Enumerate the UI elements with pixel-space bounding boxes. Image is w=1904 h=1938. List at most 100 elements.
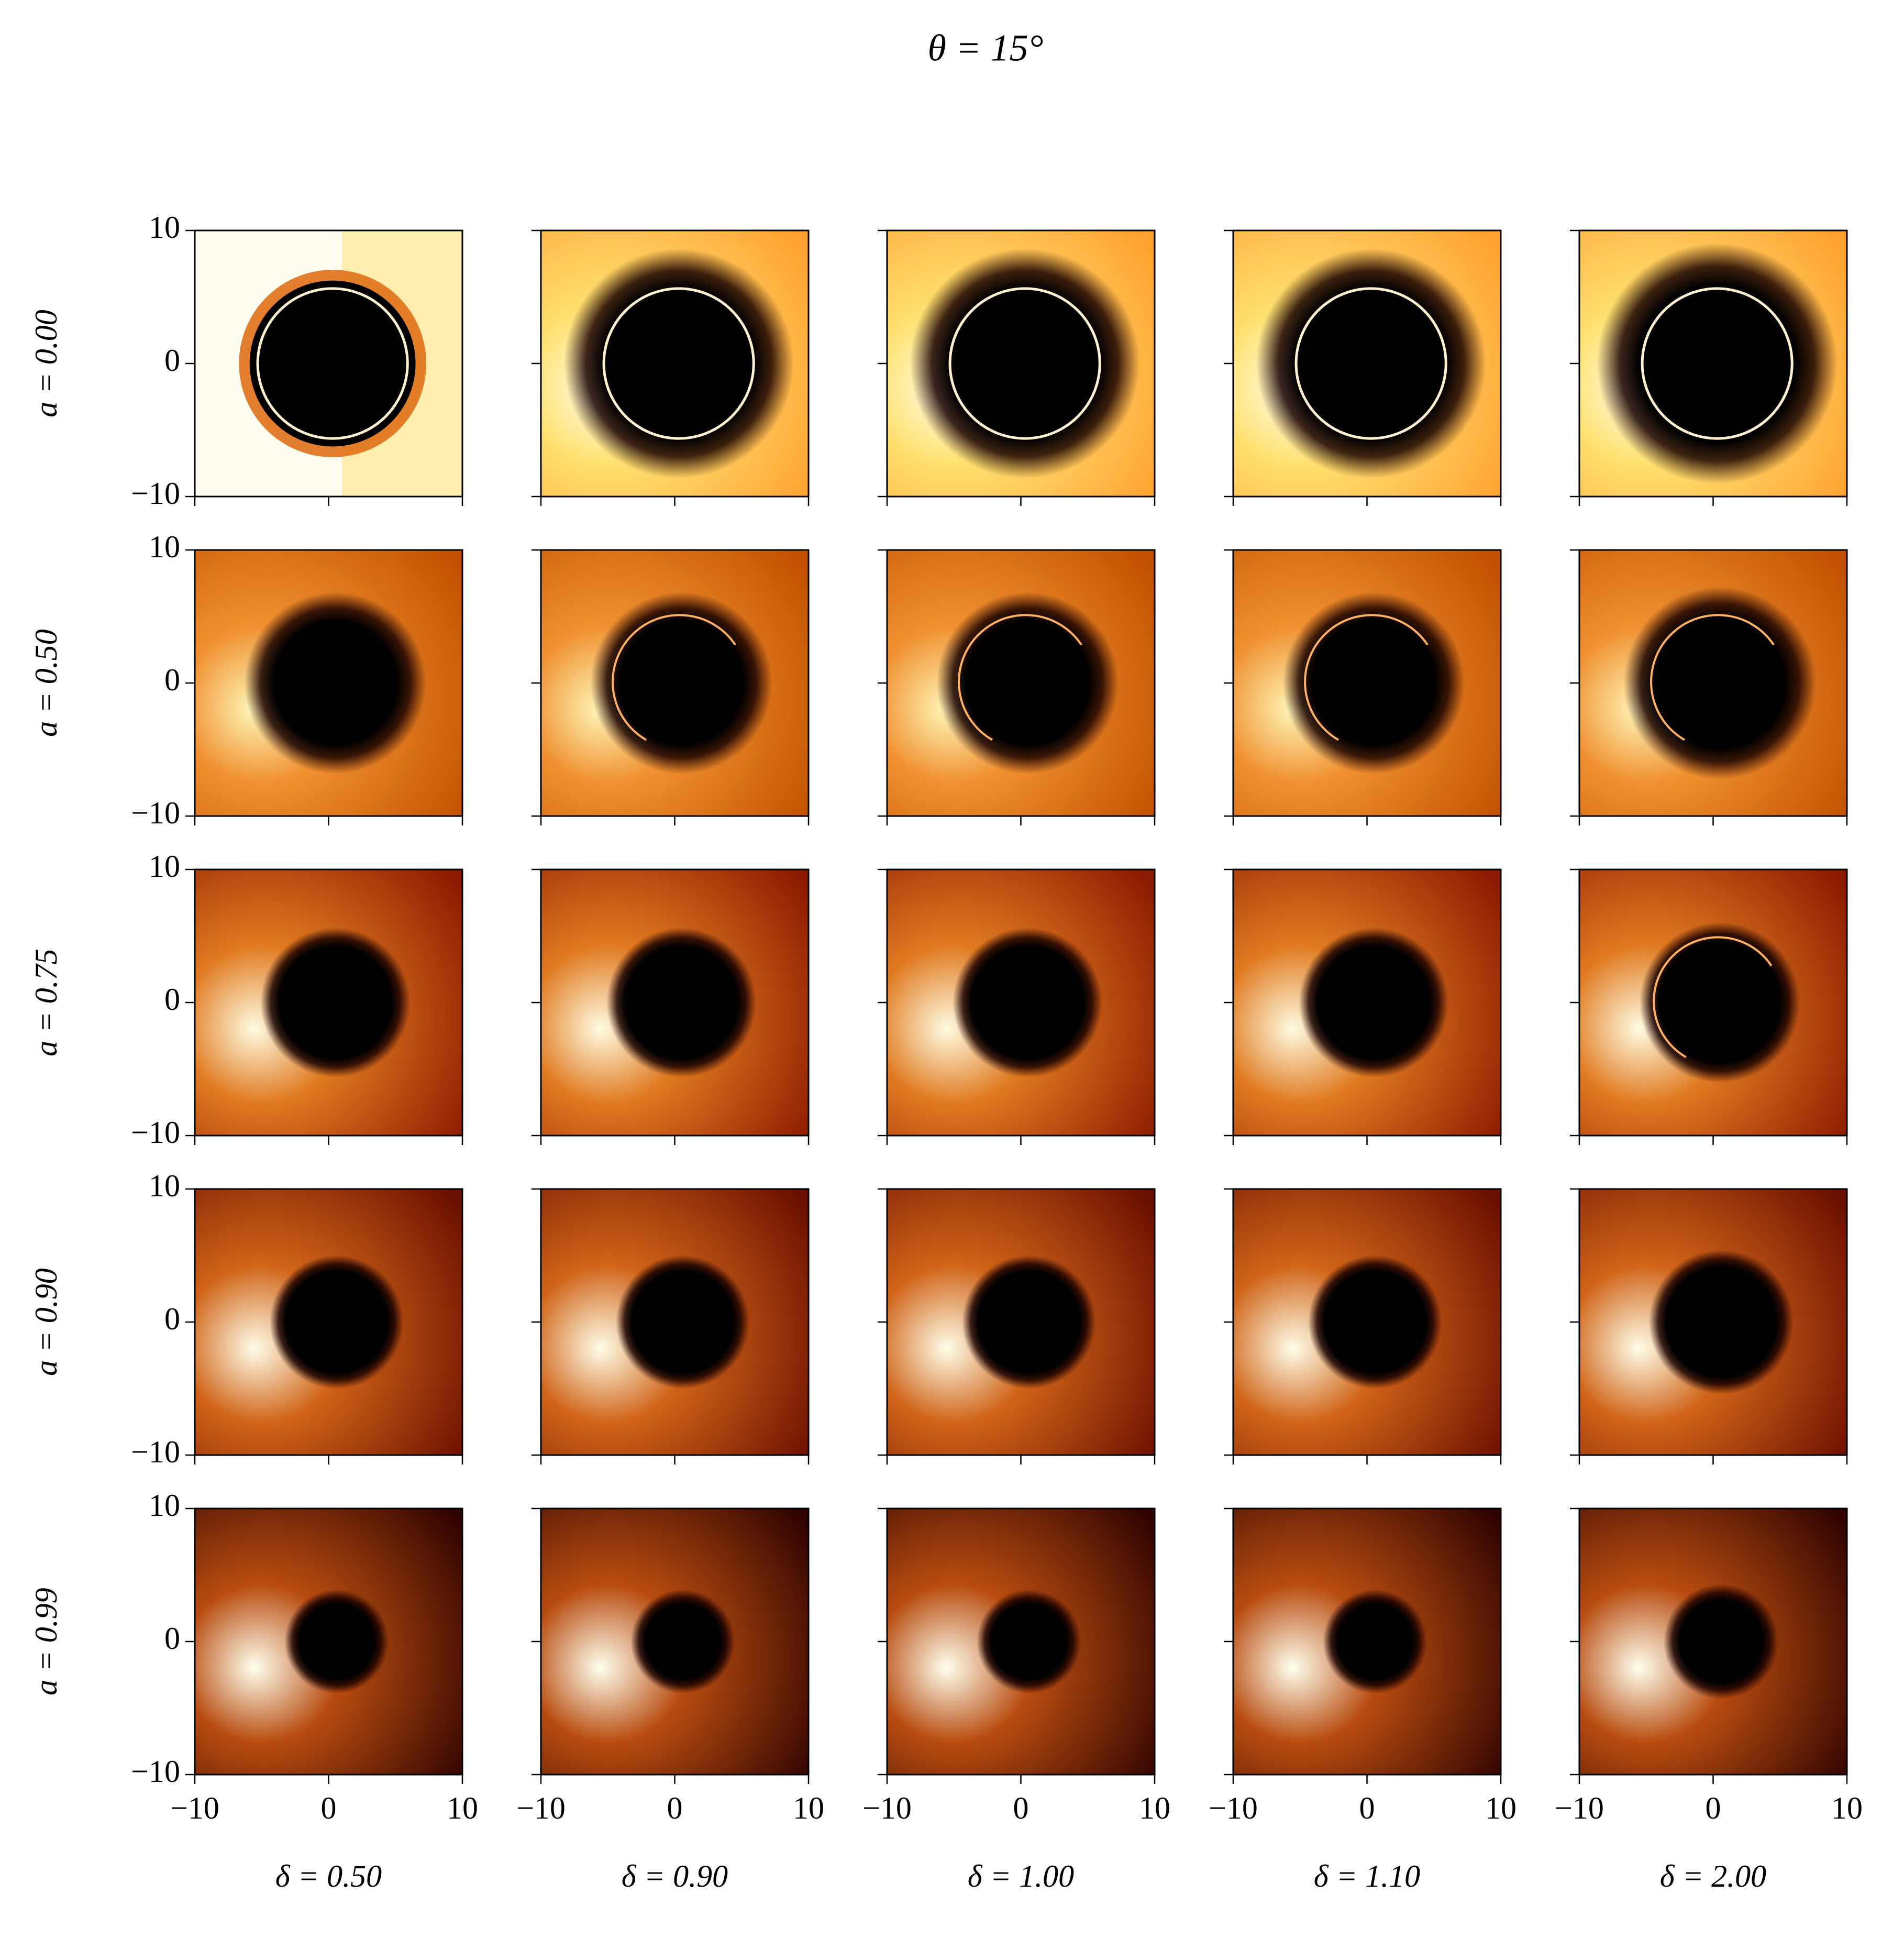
x-tick-label: −10 [1209,1791,1258,1825]
panel [887,869,1155,1136]
shadow [630,1589,735,1694]
figure-title: θ = 15° [928,27,1044,69]
panel [1579,869,1847,1136]
panel [1579,1508,1847,1775]
panel [1579,230,1847,497]
y-tick-label: −10 [131,1754,180,1789]
photon-ring [602,287,755,440]
photon-ring [1650,614,1786,750]
x-tick-label: −10 [862,1791,912,1825]
shadow [953,927,1103,1078]
column-label: δ = 1.10 [1314,1859,1420,1893]
y-tick-label: 0 [164,343,180,378]
panel [195,1508,462,1775]
column-label: δ = 0.50 [275,1859,382,1893]
shadow [284,1589,389,1694]
y-tick-label: 10 [149,210,180,245]
row-label: a = 0.90 [29,1268,63,1376]
photon-ring [612,614,748,750]
x-tick-label: 0 [1013,1791,1029,1825]
y-tick-label: 0 [164,1302,180,1336]
shadow [590,592,773,774]
photon-ring [1294,287,1447,440]
shadow [270,1255,404,1389]
column-label: δ = 0.90 [622,1859,728,1893]
panel [541,869,809,1136]
x-tick-label: 0 [1706,1791,1721,1825]
x-tick-label: −10 [1555,1791,1604,1825]
shadow [936,592,1119,774]
y-tick-label: −10 [131,476,180,511]
column-label: δ = 1.00 [968,1859,1074,1893]
x-tick-label: 10 [793,1791,824,1825]
shadow [616,1255,750,1389]
panel [1233,869,1501,1136]
shadow [1648,1250,1794,1394]
y-tick-label: −10 [131,1115,180,1150]
x-tick-label: 10 [1485,1791,1516,1825]
x-tick-label: 10 [1139,1791,1170,1825]
shadow [1299,927,1449,1078]
shadow [1308,1255,1442,1389]
shadow [1256,248,1486,479]
shadow [1282,592,1465,774]
photon-ring [1304,614,1440,750]
shadow [962,1255,1096,1389]
row-label: a = 0.50 [29,629,63,737]
shadow [260,927,411,1078]
y-tick-label: 10 [149,849,180,884]
panel [541,230,809,497]
panel [887,230,1155,497]
y-tick-label: −10 [131,796,180,830]
y-tick-label: 10 [149,1488,180,1523]
panel [1579,1189,1847,1455]
panel [195,550,462,816]
row-label: a = 0.00 [29,310,63,417]
x-tick-label: −10 [516,1791,566,1825]
y-tick-label: 0 [164,1621,180,1656]
row-label: a = 0.99 [29,1588,63,1695]
panel [541,1189,809,1455]
photon-ring [256,287,409,440]
shadow [977,1589,1081,1694]
shadow [1597,243,1838,484]
x-tick-label: 10 [447,1791,478,1825]
x-tick-label: −10 [170,1791,219,1825]
shadow [910,248,1140,479]
panel [195,230,462,497]
shadow [249,280,416,447]
y-tick-label: 10 [149,530,180,564]
y-tick-label: 0 [164,663,180,697]
y-tick-label: 10 [149,1169,180,1203]
panel [1233,230,1501,497]
panel [1233,1189,1501,1455]
row-label: a = 0.75 [29,949,63,1056]
panel [887,550,1155,816]
panel [1579,550,1847,816]
x-tick-label: 0 [321,1791,337,1825]
panel [195,869,462,1136]
shadow [563,248,794,479]
photon-ring [948,287,1101,440]
photon-ring [958,614,1094,750]
x-tick-label: 0 [1359,1791,1375,1825]
column-label: δ = 2.00 [1660,1859,1766,1893]
panel [195,1189,462,1455]
panel [1233,550,1501,816]
panel [541,550,809,816]
y-tick-label: 0 [164,982,180,1017]
panel [887,1189,1155,1455]
shadow [1663,1584,1779,1699]
shadow [1323,1589,1427,1694]
y-tick-label: −10 [131,1435,180,1469]
shadow [244,592,427,774]
panel [887,1508,1155,1775]
x-tick-label: 10 [1831,1791,1863,1825]
panel [541,1508,809,1775]
shadow [1639,922,1800,1083]
photon-ring [1641,287,1794,440]
shadow [606,927,757,1078]
panel [1233,1508,1501,1775]
x-tick-label: 0 [667,1791,683,1825]
